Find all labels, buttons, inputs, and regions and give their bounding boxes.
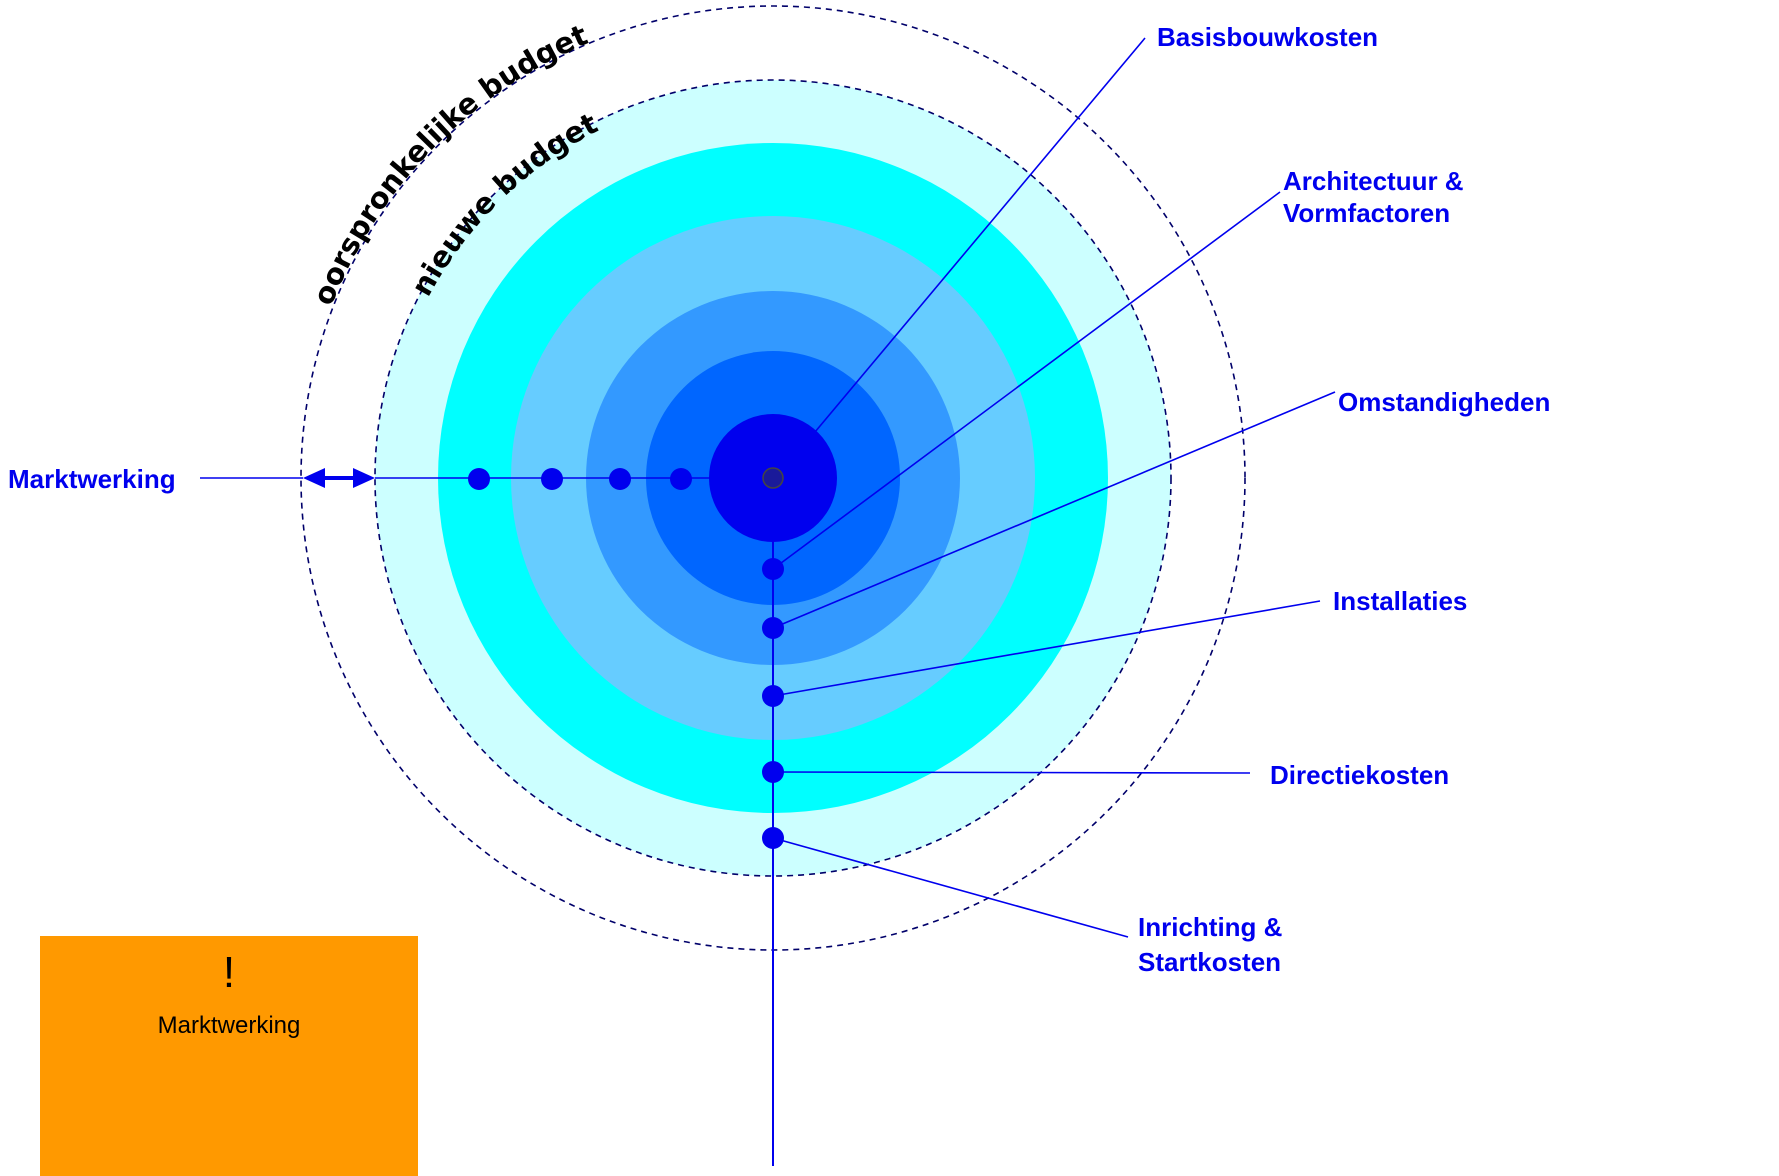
label-inrichting-line2: Startkosten (1138, 947, 1281, 977)
label-omstandigheden: Omstandigheden (1338, 387, 1550, 417)
inrichting-leader (772, 837, 1129, 938)
note-text: Marktwerking (157, 1012, 301, 1039)
horizontal-dot (609, 468, 631, 490)
vertical-dot (762, 761, 784, 783)
installaties-leader (772, 600, 1321, 697)
label-installaties: Installaties (1333, 586, 1467, 616)
label-architectuur-line1: Architectuur & (1283, 166, 1464, 196)
label-inrichting-line1: Inrichting & (1138, 912, 1282, 942)
arrow-head-left (303, 468, 325, 488)
horizontal-dot (670, 468, 692, 490)
omstandigheden-leader (772, 391, 1336, 629)
vertical-dot (762, 685, 784, 707)
basisbouwkosten-leader (814, 37, 1146, 433)
vertical-dot (762, 827, 784, 849)
arrow-head-right (353, 468, 375, 488)
center-dot (762, 467, 784, 489)
horizontal-dot (468, 468, 490, 490)
note-box: ! Marktwerking (40, 936, 418, 1176)
label-marktwerking: Marktwerking (8, 464, 176, 494)
label-architectuur-line2: Vormfactoren (1283, 198, 1450, 228)
label-directiekosten: Directiekosten (1270, 760, 1449, 790)
vertical-dot (762, 617, 784, 639)
vertical-dot (762, 558, 784, 580)
exclamation-icon: ! (222, 948, 236, 997)
horizontal-dot (541, 468, 563, 490)
directiekosten-leader (772, 771, 1251, 774)
label-basisbouwkosten: Basisbouwkosten (1157, 22, 1378, 52)
architectuur-leader (772, 191, 1281, 570)
